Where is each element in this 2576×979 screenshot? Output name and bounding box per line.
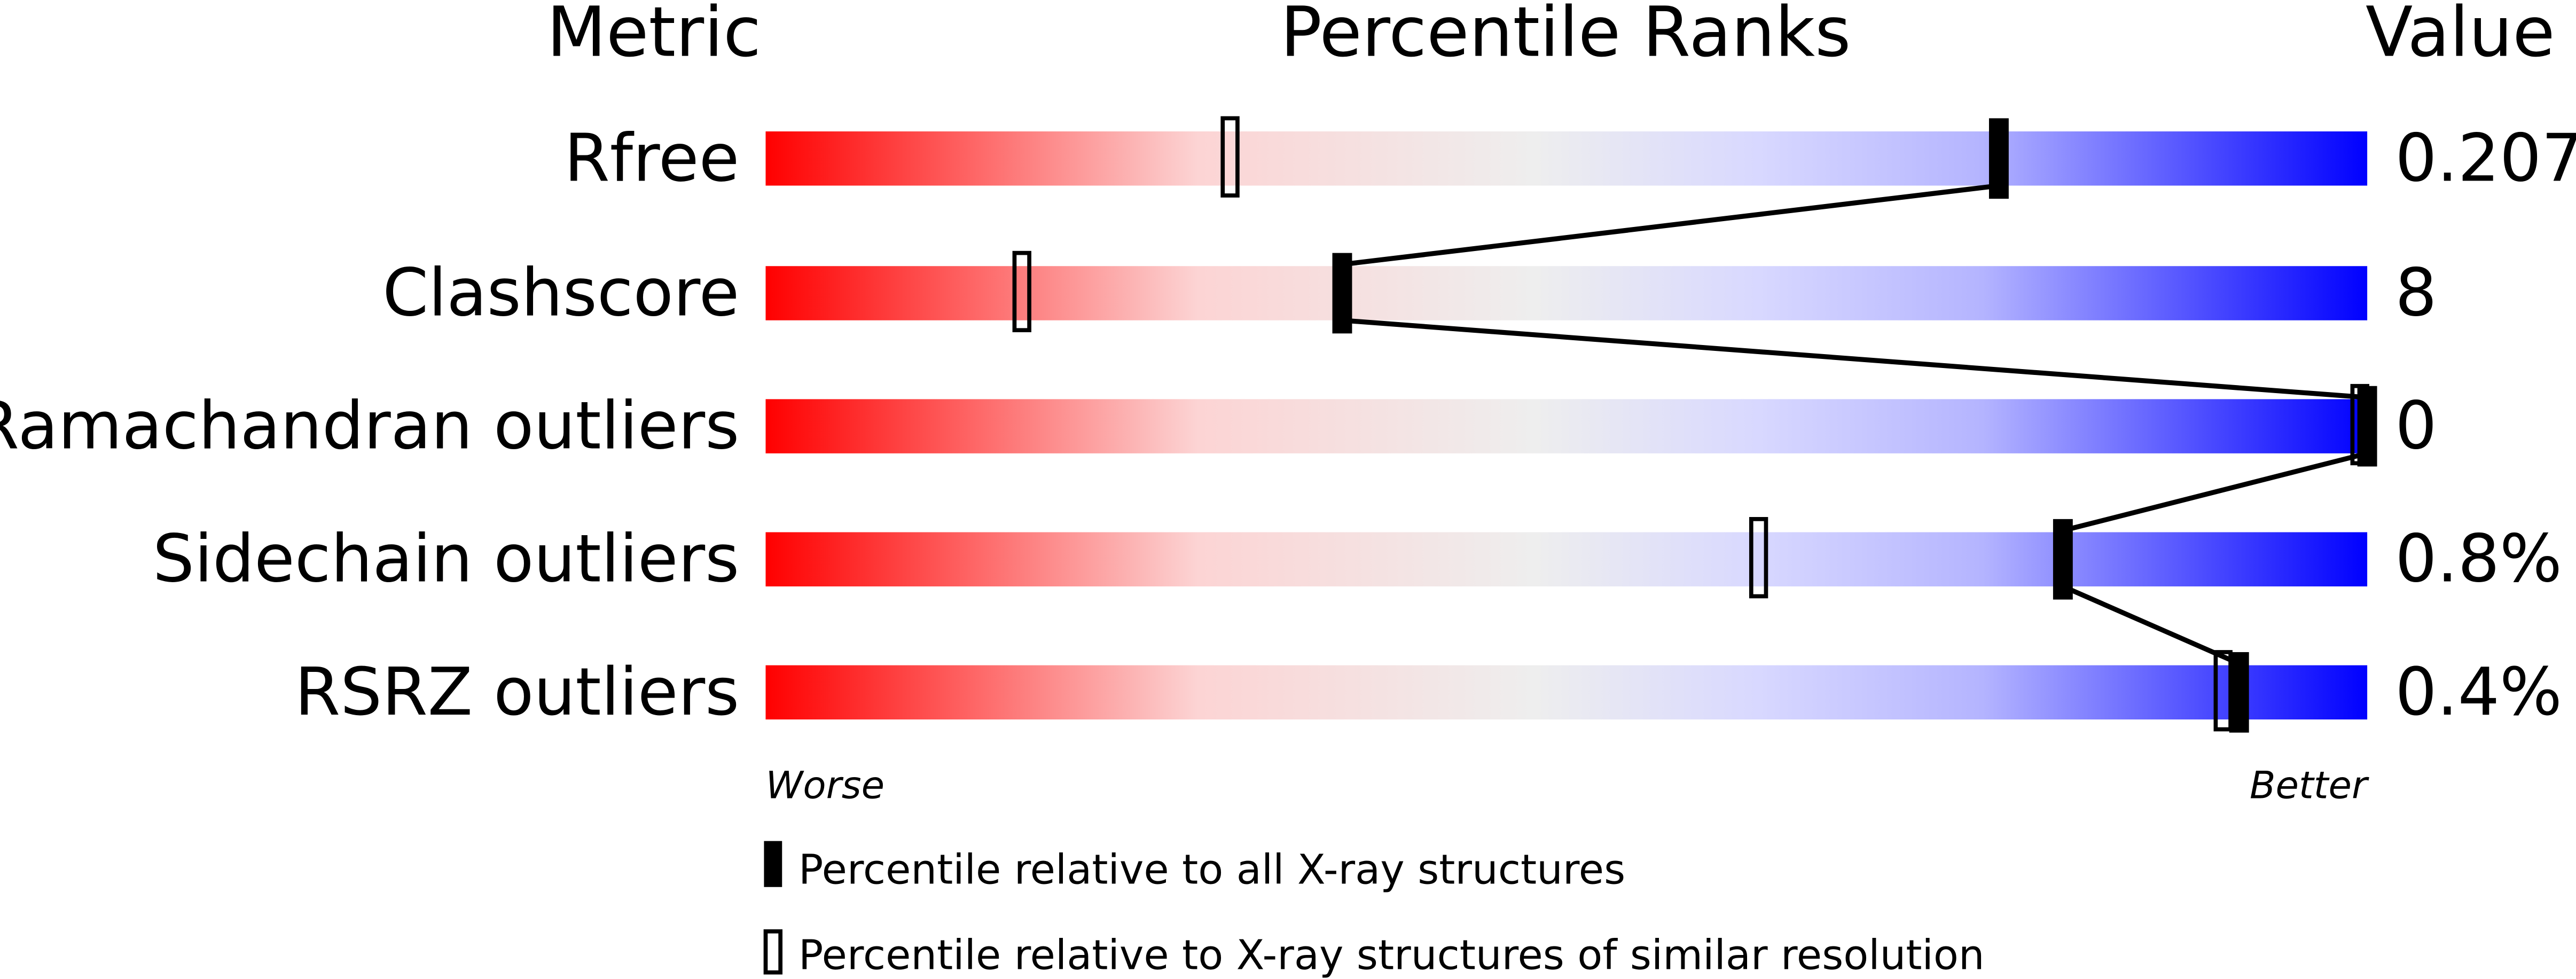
percentile-bar [765,266,2368,320]
similar-resolution-marker [1012,250,1031,333]
similar-resolution-marker [1749,517,1768,599]
metric-value: 0.207 [2395,120,2576,197]
connector-line [2062,584,2241,666]
connector-line [1342,318,2368,400]
percentile-bar [765,532,2368,586]
legend-label-similar: Percentile relative to X-ray structures … [798,932,1985,979]
metric-label: RSRZ outliers [295,654,740,731]
metric-value: 0 [2395,388,2437,465]
metric-label: Clashscore [382,255,739,331]
axis-label-worse: Worse [765,763,884,808]
all-structures-marker [2357,386,2377,467]
all-structures-marker [2053,519,2073,600]
percentile-bar [765,665,2368,720]
percentile-bar [765,399,2368,453]
similar-resolution-marker [1220,116,1240,198]
metric-label: Sidechain outliers [153,521,739,598]
metric-value: 8 [2395,255,2437,331]
legend-filled-marker-icon [764,841,782,887]
header-value: Value [2366,0,2555,73]
connector-line [2062,451,2368,533]
axis-label-better: Better [2250,763,2369,808]
metric-label: Rfree [564,120,739,197]
metric-value: 0.8% [2395,521,2562,598]
metric-label: Ramachandran outliers [0,388,739,465]
header-percentile-ranks: Percentile Ranks [1280,0,1851,73]
legend-label-all: Percentile relative to all X-ray structu… [798,847,1625,894]
all-structures-marker [1988,118,2009,199]
percentile-bar [765,131,2368,186]
all-structures-marker [2229,652,2249,733]
legend-open-marker-icon [763,929,783,975]
all-structures-marker [1332,253,1352,334]
connector-line [1342,183,1999,267]
metric-value: 0.4% [2395,654,2562,731]
header-metric: Metric [547,0,762,73]
